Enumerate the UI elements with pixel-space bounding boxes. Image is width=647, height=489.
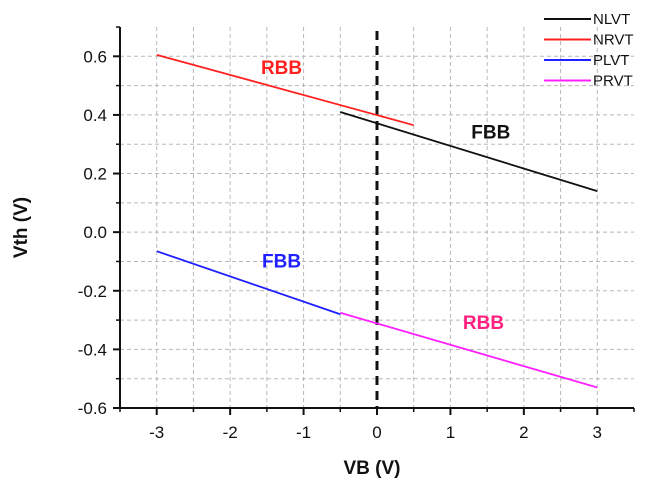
x-tick-label: 1 bbox=[446, 423, 455, 442]
y-axis-title: Vth (V) bbox=[11, 197, 32, 258]
annotations: RBB FBB FBB RBB bbox=[261, 58, 510, 334]
legend-label: NRVT bbox=[593, 32, 634, 49]
y-tick-label: 0.6 bbox=[83, 47, 107, 66]
x-tick-label: 3 bbox=[593, 423, 602, 442]
series-line-nlvt bbox=[340, 111, 598, 192]
x-axis-title: VB (V) bbox=[344, 458, 401, 479]
annotation-label: FBB bbox=[471, 122, 510, 143]
series-line-prvt bbox=[340, 311, 598, 389]
y-tick-label: -0.6 bbox=[78, 399, 107, 418]
annotation-label: RBB bbox=[261, 58, 302, 79]
series-lines bbox=[156, 31, 598, 408]
legend-label: PLVT bbox=[593, 52, 629, 69]
y-tick-label: 0.2 bbox=[83, 165, 107, 184]
annotation-label: RBB bbox=[463, 313, 504, 334]
legend-label: PRVT bbox=[593, 73, 633, 90]
y-tick-label: 0.4 bbox=[83, 106, 107, 125]
x-tick-label: -1 bbox=[296, 423, 311, 442]
x-tick-label: 0 bbox=[372, 423, 381, 442]
x-axis-ticks: -3 -2 -1 0 1 2 3 bbox=[119, 408, 635, 442]
x-tick-label: -2 bbox=[223, 423, 238, 442]
series-line-plvt bbox=[156, 250, 341, 316]
y-tick-label: -0.2 bbox=[78, 282, 107, 301]
y-axis-ticks: -0.6 -0.4 -0.2 0.0 0.2 0.4 0.6 bbox=[78, 26, 120, 418]
annotation-label: FBB bbox=[262, 251, 301, 272]
legend: NLVT NRVT PLVT PRVT bbox=[544, 11, 634, 90]
x-tick-label: -3 bbox=[149, 423, 164, 442]
y-tick-label: -0.4 bbox=[78, 340, 107, 359]
legend-label: NLVT bbox=[593, 11, 630, 28]
series-line-nrvt bbox=[156, 53, 414, 127]
y-tick-label: 0.0 bbox=[83, 223, 107, 242]
grid-lines bbox=[120, 27, 634, 408]
x-tick-label: 2 bbox=[519, 423, 528, 442]
